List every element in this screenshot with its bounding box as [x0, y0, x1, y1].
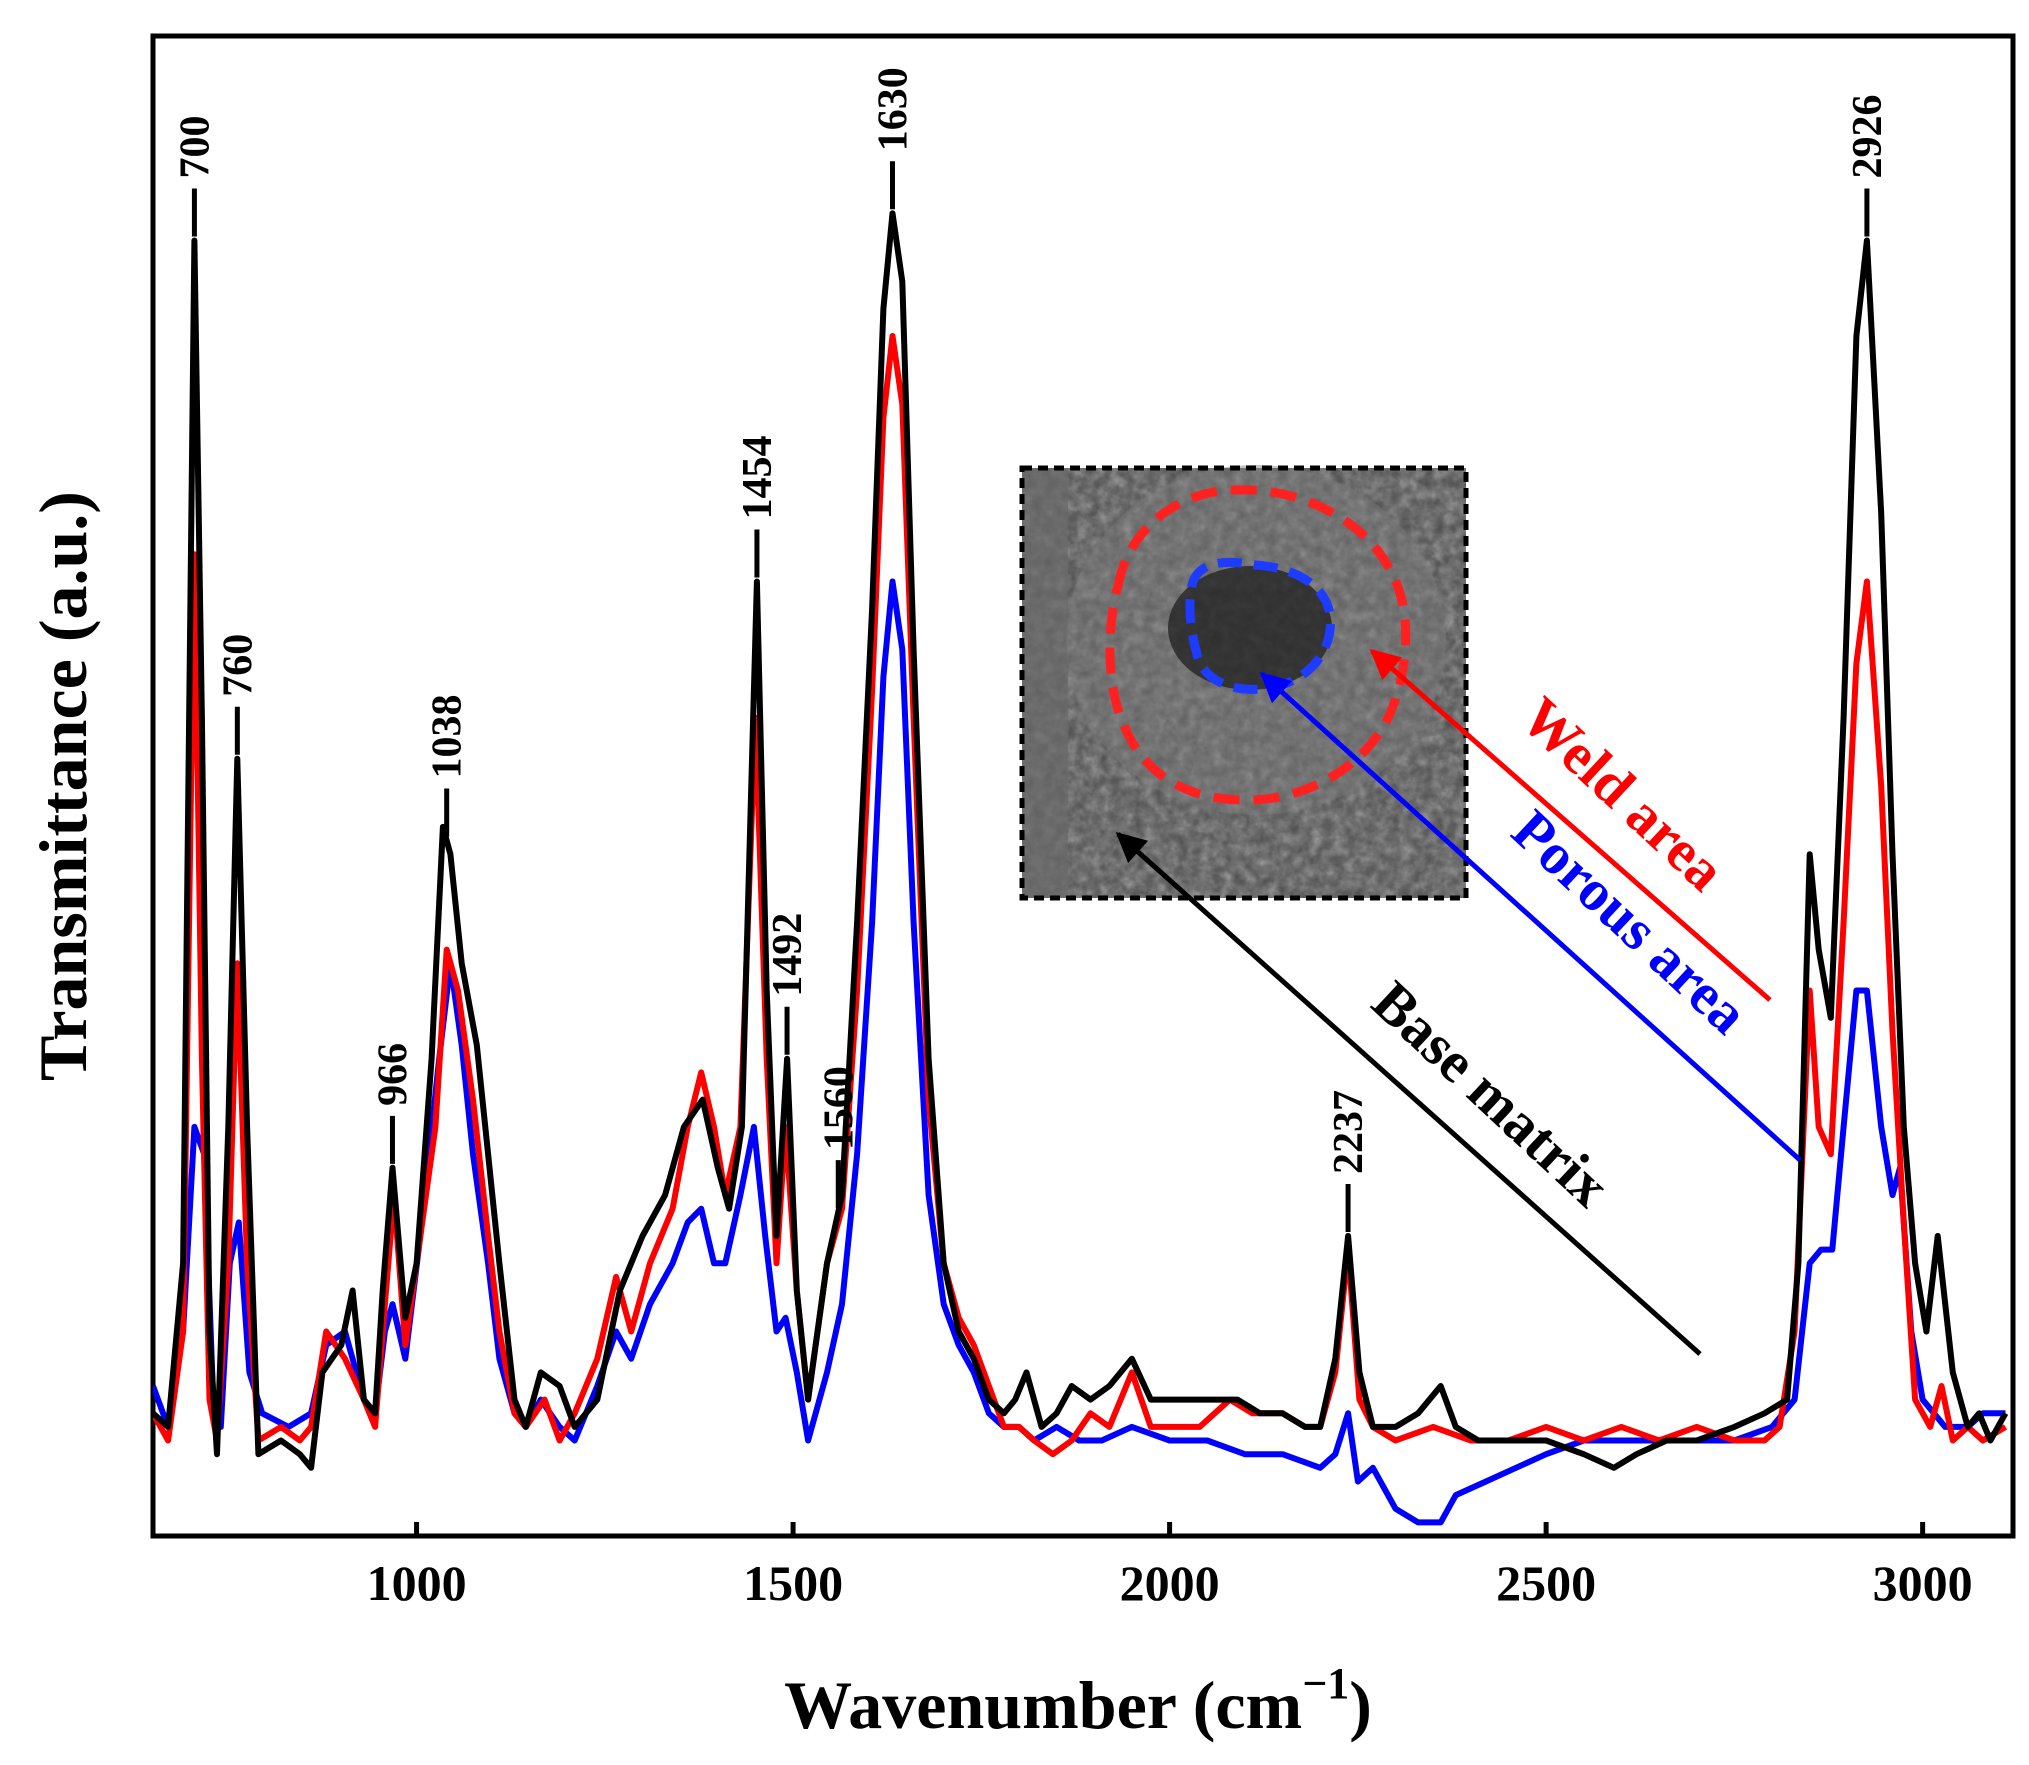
x-tick-label: 1000 — [367, 1555, 467, 1611]
x-axis-label: Wavenumber (cm−1) — [784, 1659, 1372, 1743]
series-line-weld-area — [153, 333, 2008, 1458]
series-line-base-matrix — [153, 210, 2009, 1471]
peak-label-760: 760 — [215, 634, 261, 697]
x-axis-ticks: 1000 1500 2000 2500 3000 — [367, 1522, 1973, 1611]
series-layer — [153, 210, 2009, 1526]
x-tick-label: 1500 — [743, 1555, 843, 1611]
peak-label-700: 700 — [172, 116, 218, 179]
peak-label-1492: 1492 — [765, 913, 811, 997]
inset-border — [1019, 465, 1469, 901]
weld-area-arrow — [1369, 649, 1772, 1002]
plot-frame — [150, 33, 2016, 1539]
x-tick-label: 2500 — [1496, 1555, 1596, 1611]
peak-labels: 700 760 966 1038 1454 1492 1560 1630 2237 2926 — [172, 67, 1891, 1232]
peak-label-1454: 1454 — [735, 435, 781, 519]
peak-label-2926: 2926 — [1845, 95, 1891, 179]
peak-label-966: 966 — [370, 1043, 416, 1106]
peak-label-2237: 2237 — [1326, 1090, 1372, 1174]
x-tick-label: 3000 — [1873, 1555, 1973, 1611]
inset-micrograph — [1019, 465, 1469, 901]
x-axis-label-superscript: −1 — [1302, 1659, 1349, 1708]
peak-label-1038: 1038 — [425, 695, 471, 779]
inset-left-edge — [1022, 468, 1068, 898]
peak-label-1630: 1630 — [870, 67, 916, 151]
inset-porous-zone — [1168, 566, 1332, 690]
x-tick-label: 2000 — [1120, 1555, 1220, 1611]
porous-area-ring — [1185, 557, 1335, 694]
porous-area-arrow — [1259, 671, 1802, 1162]
weld-area-ring — [1105, 485, 1411, 805]
base-matrix-arrow — [1115, 832, 1702, 1356]
y-axis-label: Transmittance (a.u.) — [25, 491, 101, 1081]
base-matrix-label: Base matrix — [1360, 968, 1622, 1219]
series-line-porous-area — [153, 578, 2006, 1526]
peak-label-1560: 1560 — [816, 1066, 862, 1150]
